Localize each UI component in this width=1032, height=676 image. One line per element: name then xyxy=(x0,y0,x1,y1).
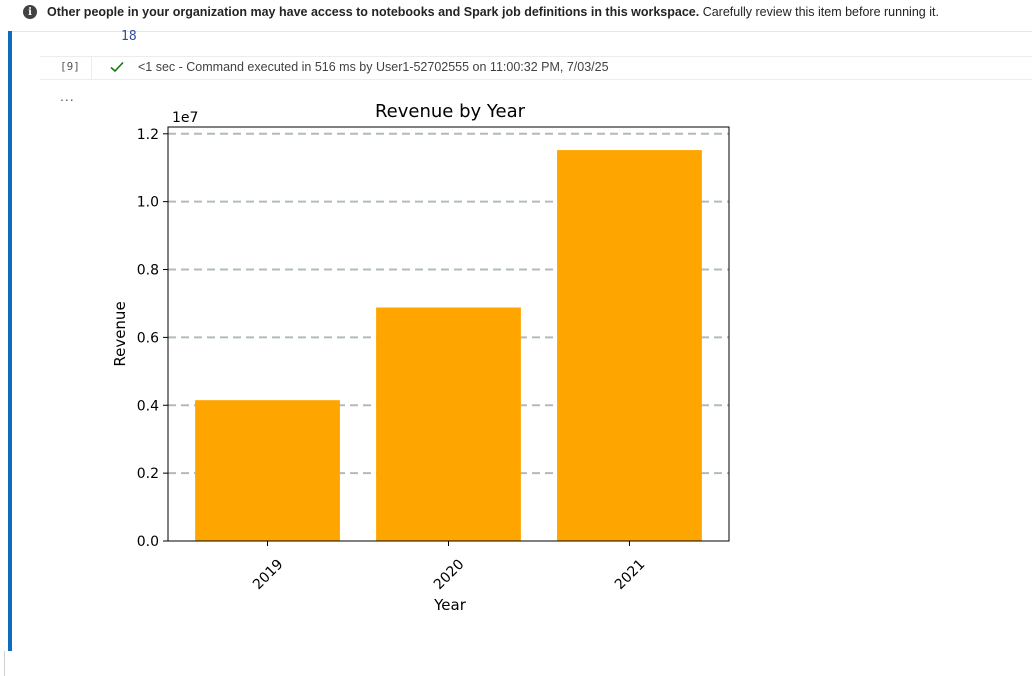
x-axis-label: Year xyxy=(433,596,467,614)
execution-separator xyxy=(91,57,92,79)
warning-text: Carefully review this item before runnin… xyxy=(699,5,939,19)
bars xyxy=(195,150,702,541)
x-tick-label: 2020 xyxy=(431,556,468,593)
y-tick-label: 0.6 xyxy=(137,330,159,346)
x-tick-label: 2019 xyxy=(250,556,287,593)
cell-divider xyxy=(12,31,1032,32)
more-icon[interactable]: ... xyxy=(60,88,75,104)
bar-2019 xyxy=(195,400,340,541)
x-axis-ticks: 2019 2020 2021 xyxy=(250,541,648,593)
bar-2020 xyxy=(376,307,521,541)
info-icon: i xyxy=(23,5,37,19)
y-axis-ticks: 0.0 0.2 0.4 0.6 0.8 1.0 1.2 xyxy=(137,127,168,550)
workspace-warning-banner: i Other people in your organization may … xyxy=(0,0,1032,24)
y-axis-label: Revenue xyxy=(111,301,129,366)
execution-status-row: [9] <1 sec - Command executed in 516 ms … xyxy=(40,56,1032,80)
y-tick-label: 0.4 xyxy=(137,398,159,414)
y-tick-label: 1.0 xyxy=(137,195,159,211)
active-cell-indicator xyxy=(8,31,12,651)
bar-2021 xyxy=(557,150,702,541)
warning-bold-text: Other people in your organization may ha… xyxy=(47,5,700,19)
y-offset-text: 1e7 xyxy=(172,110,198,126)
execution-status-text: <1 sec - Command executed in 516 ms by U… xyxy=(138,60,609,74)
y-tick-label: 0.8 xyxy=(137,263,159,279)
revenue-chart: Revenue by Year 1e7 0.0 0.2 0.4 0.6 0.8 1.0 1.… xyxy=(111,101,730,614)
x-tick-label: 2021 xyxy=(612,556,649,593)
y-tick-label: 0.2 xyxy=(137,466,159,482)
check-icon xyxy=(110,61,124,73)
y-tick-label: 1.2 xyxy=(137,127,159,143)
code-line-number: 18 xyxy=(121,29,137,44)
execution-count: [9] xyxy=(60,60,80,73)
y-tick-label: 0.0 xyxy=(137,534,159,550)
chart-title: Revenue by Year xyxy=(375,101,526,122)
cell-border xyxy=(4,651,5,676)
